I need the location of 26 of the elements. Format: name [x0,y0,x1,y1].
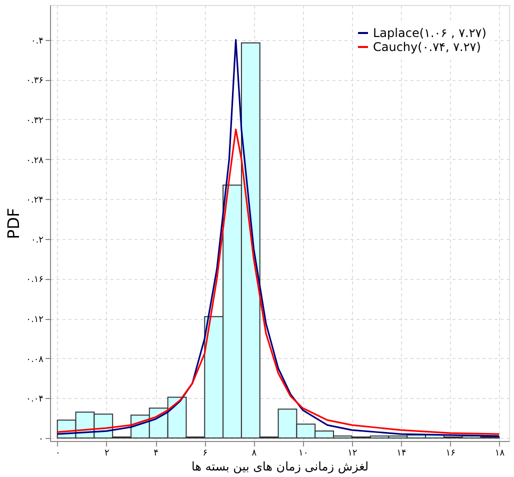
x-tick-label: ۱۸ [494,448,505,458]
x-tick-label: ۴ [154,448,159,458]
legend-label: Cauchy(۰.۷۴, ۷.۲۷) [373,40,481,54]
y-axis-title: PDF [4,208,24,240]
y-tick-label: ۰.۳۲ [26,116,44,126]
y-tick-label: ۰.۰۸ [26,354,44,365]
y-tick-label: ۰.۳۶ [26,76,44,86]
y-tick-label: ۰.۱۶ [26,275,44,286]
y-tick-label: ۰.۲۴ [26,196,44,206]
y-tick-label: ۰.۱۲ [26,315,44,326]
x-tick-label: ۱۴ [396,448,406,458]
x-tick-label: ۸ [252,448,257,458]
y-tick-label: ۰ [38,434,44,445]
legend-label: Laplace(۱.۰۶ , ۷.۲۷) [373,26,486,40]
x-tick-label: ۰ [55,448,60,458]
y-tick-label: ۰.۴ [30,36,44,46]
x-tick-label: ۲ [104,448,110,458]
y-tick-label: ۰.۲ [30,235,44,246]
x-axis-title: لغزش زمانی زمان های بین بسته ها [191,460,369,474]
x-tick-label: ۱۲ [348,448,358,458]
x-tick-label: ۱۰ [298,448,308,458]
x-tick-label: ۶ [202,448,208,458]
x-tick-label: ۱۶ [446,448,456,458]
y-tick-label: ۰.۲۸ [26,156,44,166]
line-series [56,39,500,437]
y-tick-label: ۰.۰۴ [26,394,44,405]
